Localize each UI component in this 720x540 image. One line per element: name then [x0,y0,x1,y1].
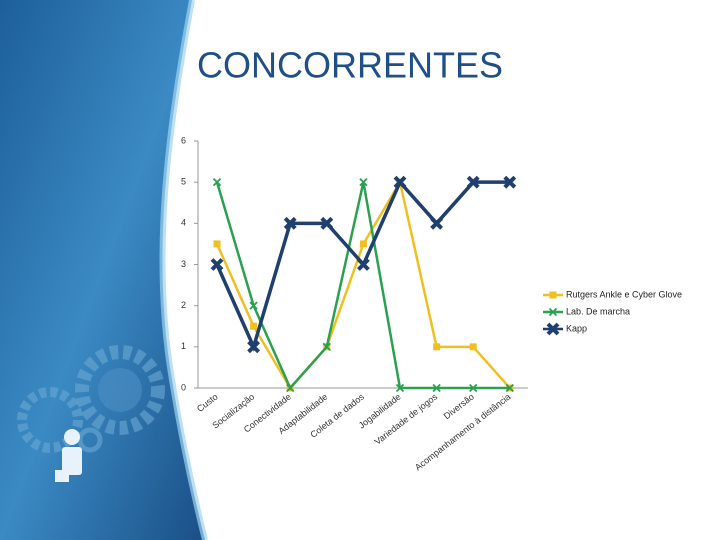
legend-marker [549,291,557,299]
marker [505,383,514,393]
marker [432,383,441,393]
x-tick-label: Diversão [442,392,476,422]
marker [359,240,367,248]
y-tick-label: 1 [181,341,186,351]
marker [433,343,441,351]
legend-marker [546,322,560,336]
sidebar [0,0,208,540]
legend-marker [548,307,558,317]
marker [393,175,407,189]
marker [395,383,405,393]
y-tick-label: 0 [181,382,186,392]
y-tick-label: 3 [181,259,186,269]
title: CONCORRENTES [197,45,503,86]
y-tick-label: 6 [181,135,186,145]
chart: 0123456CustoSocializaçãoConectividadeAda… [181,135,682,472]
y-tick-label: 2 [181,300,186,310]
x-tick-label: Variedade de jogos [373,391,440,447]
marker [283,216,297,230]
marker [466,175,480,189]
marker [213,240,221,248]
legend-label: Rutgers Ankle e Cyber Glove [566,289,682,299]
x-tick-label: Custo [195,392,220,414]
marker [322,342,331,351]
marker [249,301,258,310]
marker [286,383,295,393]
legend-label: Lab. De marcha [566,306,630,316]
marker [469,383,478,393]
marker [356,258,370,271]
marker [469,343,477,351]
marker [503,175,517,189]
y-tick-label: 5 [181,177,186,187]
y-tick-label: 4 [181,218,186,228]
marker [250,322,258,330]
marker [247,340,261,354]
marker [359,178,368,187]
marker [212,178,222,187]
series-line [215,178,511,391]
marker [320,216,334,230]
legend-label: Kapp [566,323,587,333]
marker [210,258,224,271]
marker [430,216,444,230]
series-line [215,181,510,391]
